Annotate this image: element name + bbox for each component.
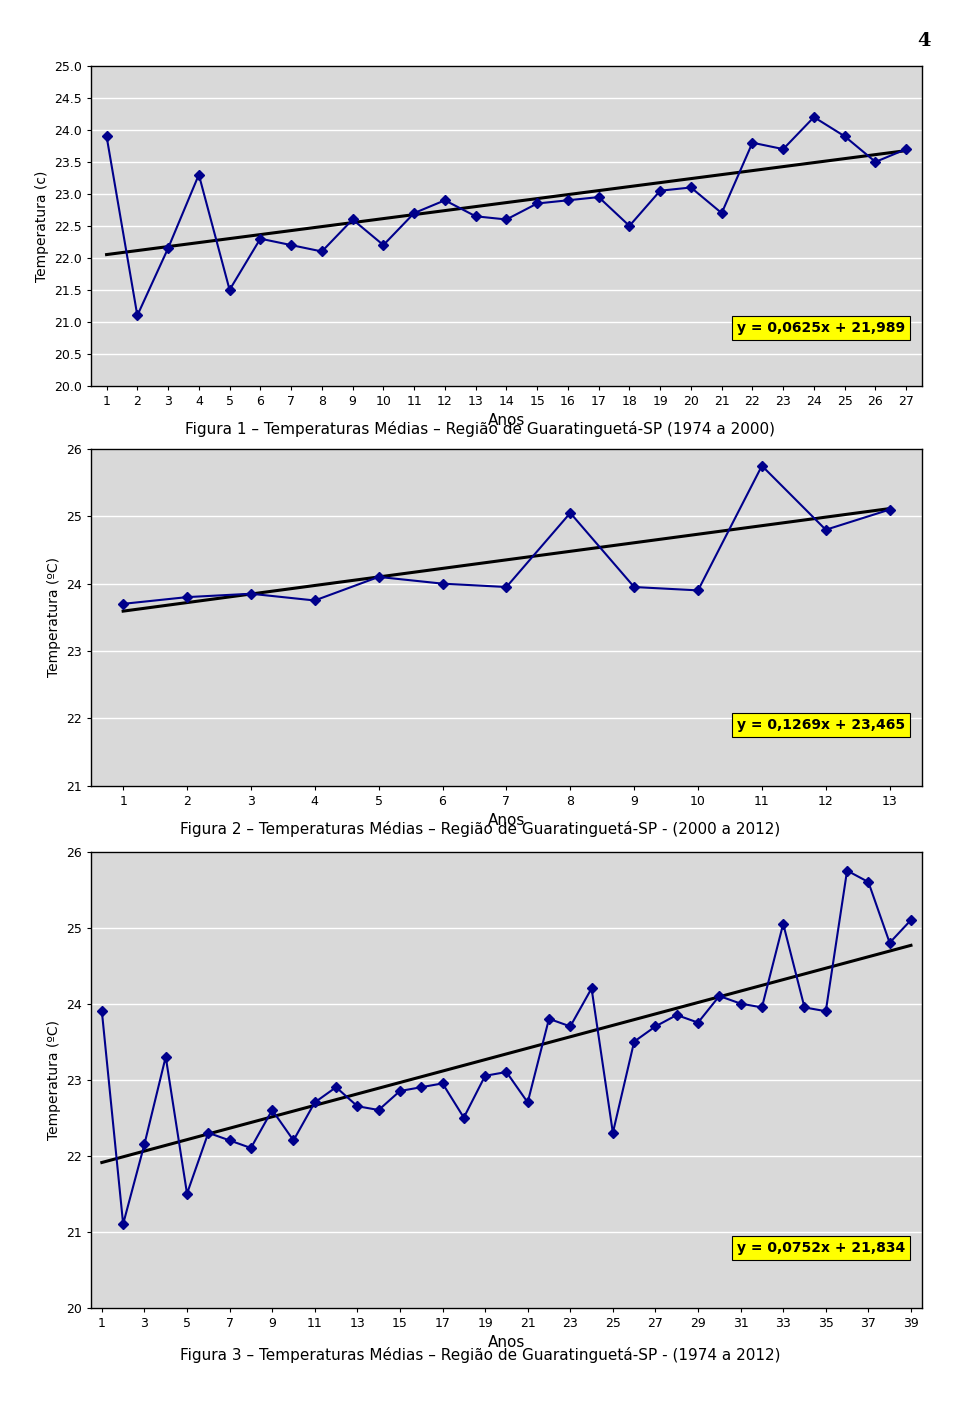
X-axis label: Anos: Anos — [488, 414, 525, 428]
Text: y = 0,0625x + 21,989: y = 0,0625x + 21,989 — [737, 321, 905, 335]
Text: y = 0,1269x + 23,465: y = 0,1269x + 23,465 — [737, 718, 905, 732]
Text: y = 0,0752x + 21,834: y = 0,0752x + 21,834 — [736, 1242, 905, 1256]
X-axis label: Anos: Anos — [488, 1336, 525, 1350]
Text: 4: 4 — [918, 32, 931, 51]
Text: Figura 3 – Temperaturas Médias – Região de Guaratinguetá-SP - (1974 a 2012): Figura 3 – Temperaturas Médias – Região … — [180, 1347, 780, 1362]
X-axis label: Anos: Anos — [488, 814, 525, 828]
Y-axis label: Temperatura (ºC): Temperatura (ºC) — [47, 1020, 60, 1139]
Y-axis label: Temperatura (ºC): Temperatura (ºC) — [47, 557, 60, 678]
Text: Figura 1 – Temperaturas Médias – Região de Guaratinguetá-SP (1974 a 2000): Figura 1 – Temperaturas Médias – Região … — [185, 421, 775, 436]
Y-axis label: Temperatura (c): Temperatura (c) — [35, 170, 49, 282]
Text: Figura 2 – Temperaturas Médias – Região de Guaratinguetá-SP - (2000 a 2012): Figura 2 – Temperaturas Médias – Região … — [180, 821, 780, 836]
